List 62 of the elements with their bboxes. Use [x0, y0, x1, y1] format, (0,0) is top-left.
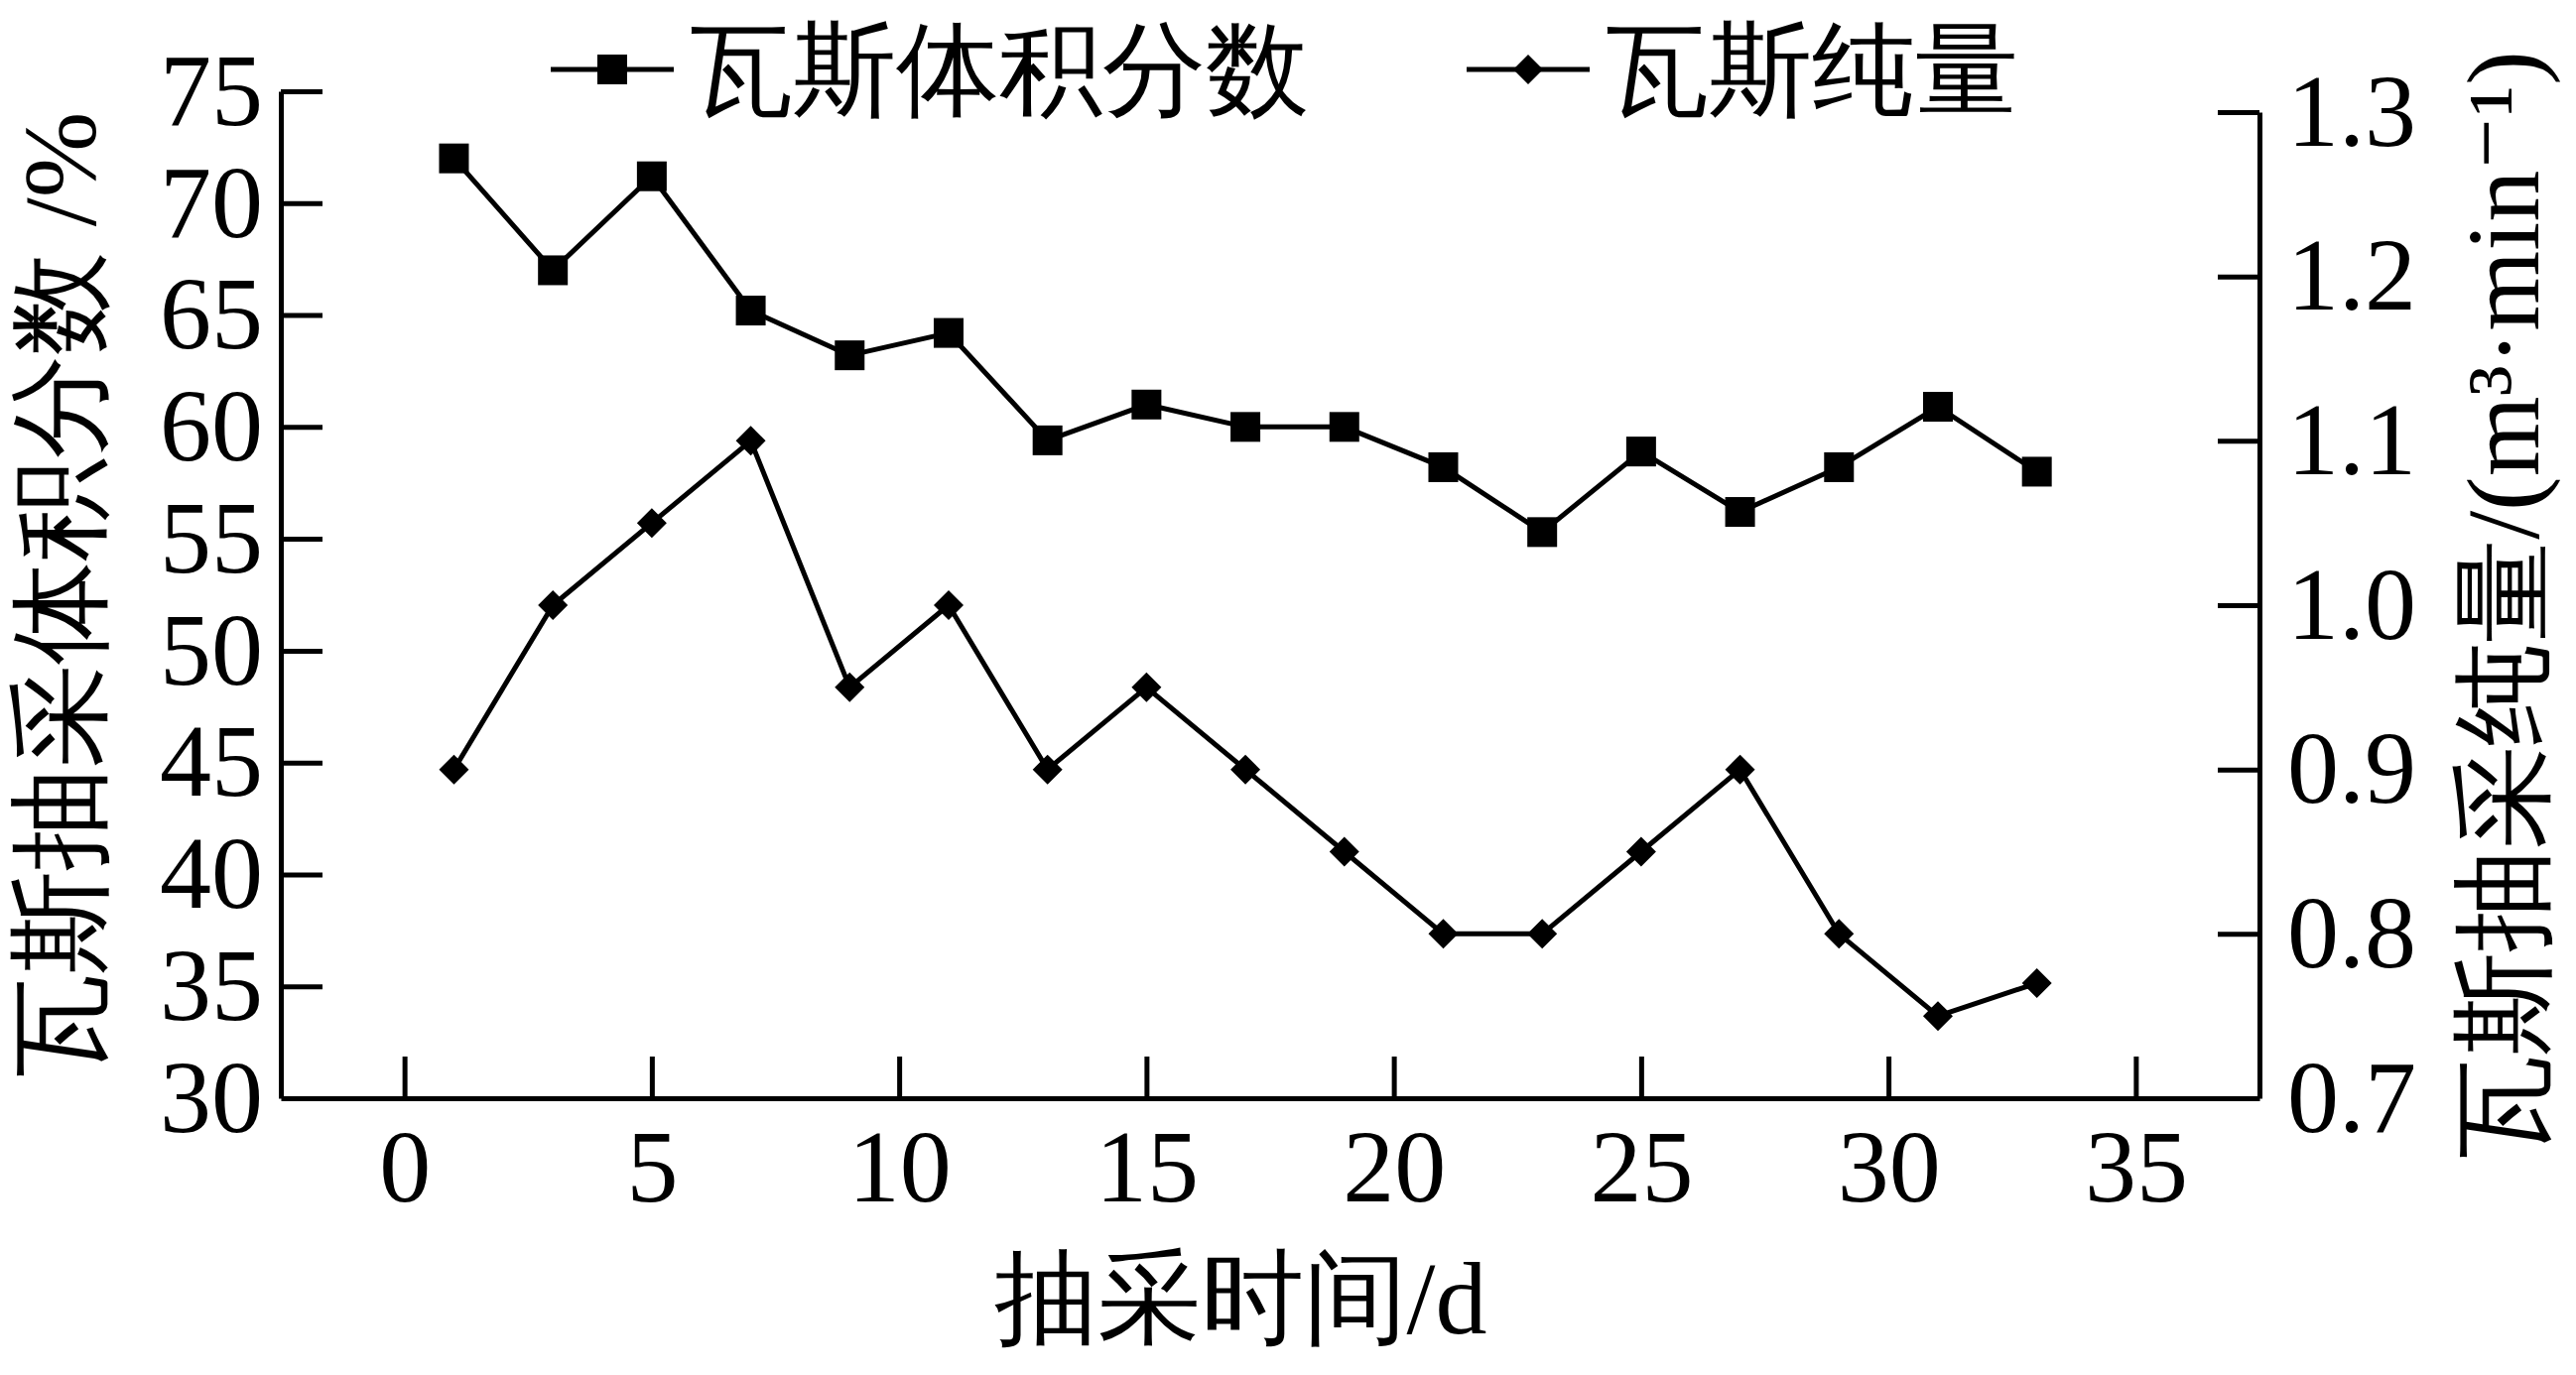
point — [1824, 451, 1855, 482]
point — [1131, 389, 1162, 420]
y-axis-title: 瓦斯抽采体积分数 /% — [2, 111, 117, 1078]
y2-tick-label: 1.3 — [2287, 53, 2416, 168]
point — [1131, 672, 1162, 702]
point — [933, 590, 964, 620]
y2-tick-label: 0.9 — [2287, 710, 2416, 825]
point — [636, 508, 667, 539]
point — [1824, 919, 1855, 949]
point — [538, 590, 569, 620]
y-tick-label: 40 — [160, 815, 263, 931]
point — [1428, 451, 1459, 482]
x-tick-label: 35 — [2084, 1108, 2188, 1223]
point — [1922, 392, 1953, 423]
x-tick-label: 5 — [626, 1108, 679, 1223]
x-tick-label: 30 — [1837, 1108, 1941, 1223]
point — [1032, 754, 1063, 785]
legend-label: 瓦斯纯量 — [1606, 12, 2018, 127]
y-tick-label: 65 — [160, 256, 263, 371]
point — [1625, 836, 1656, 867]
point — [735, 426, 766, 456]
point — [439, 754, 469, 785]
y2-tick-label: 1.2 — [2287, 217, 2416, 332]
point — [538, 255, 569, 286]
y2-tick-label: 1.1 — [2287, 382, 2416, 497]
x-tick-label: 0 — [379, 1108, 432, 1223]
point — [1329, 836, 1359, 867]
x-tick-label: 25 — [1590, 1108, 1694, 1223]
point — [2021, 968, 2052, 999]
point — [1329, 412, 1359, 442]
point — [636, 161, 667, 191]
y-tick-label: 35 — [160, 928, 263, 1042]
y2-tick-label: 0.8 — [2287, 875, 2416, 990]
point — [1527, 919, 1558, 949]
y2-tick-label: 0.7 — [2287, 1039, 2416, 1154]
point — [1725, 754, 1755, 785]
point — [1725, 497, 1755, 528]
point — [835, 340, 865, 371]
y2-tick-label: 1.0 — [2287, 546, 2416, 661]
legend-label: 瓦斯体积分数 — [690, 12, 1309, 127]
point — [835, 672, 865, 702]
y-tick-label: 30 — [160, 1039, 263, 1154]
point — [1428, 919, 1459, 949]
x-tick-label: 10 — [847, 1108, 952, 1223]
y-tick-label: 70 — [160, 144, 263, 259]
point — [2021, 456, 2052, 487]
point — [1527, 517, 1558, 548]
y-tick-label: 75 — [160, 32, 263, 147]
point — [1032, 425, 1063, 455]
point — [735, 296, 766, 326]
y2-axis-title: 瓦斯抽采纯量/(m³·min⁻¹) — [2445, 51, 2561, 1159]
y-tick-label: 50 — [160, 591, 263, 706]
y-tick-label: 45 — [160, 703, 263, 818]
point — [1230, 412, 1261, 442]
point — [1625, 437, 1656, 467]
point — [439, 143, 469, 174]
point — [1922, 1001, 1953, 1032]
x-axis-title: 抽采时间/d — [993, 1240, 1487, 1355]
point — [1230, 754, 1261, 785]
x-tick-label: 15 — [1095, 1108, 1199, 1223]
point — [933, 317, 964, 348]
x-tick-label: 20 — [1343, 1108, 1447, 1223]
